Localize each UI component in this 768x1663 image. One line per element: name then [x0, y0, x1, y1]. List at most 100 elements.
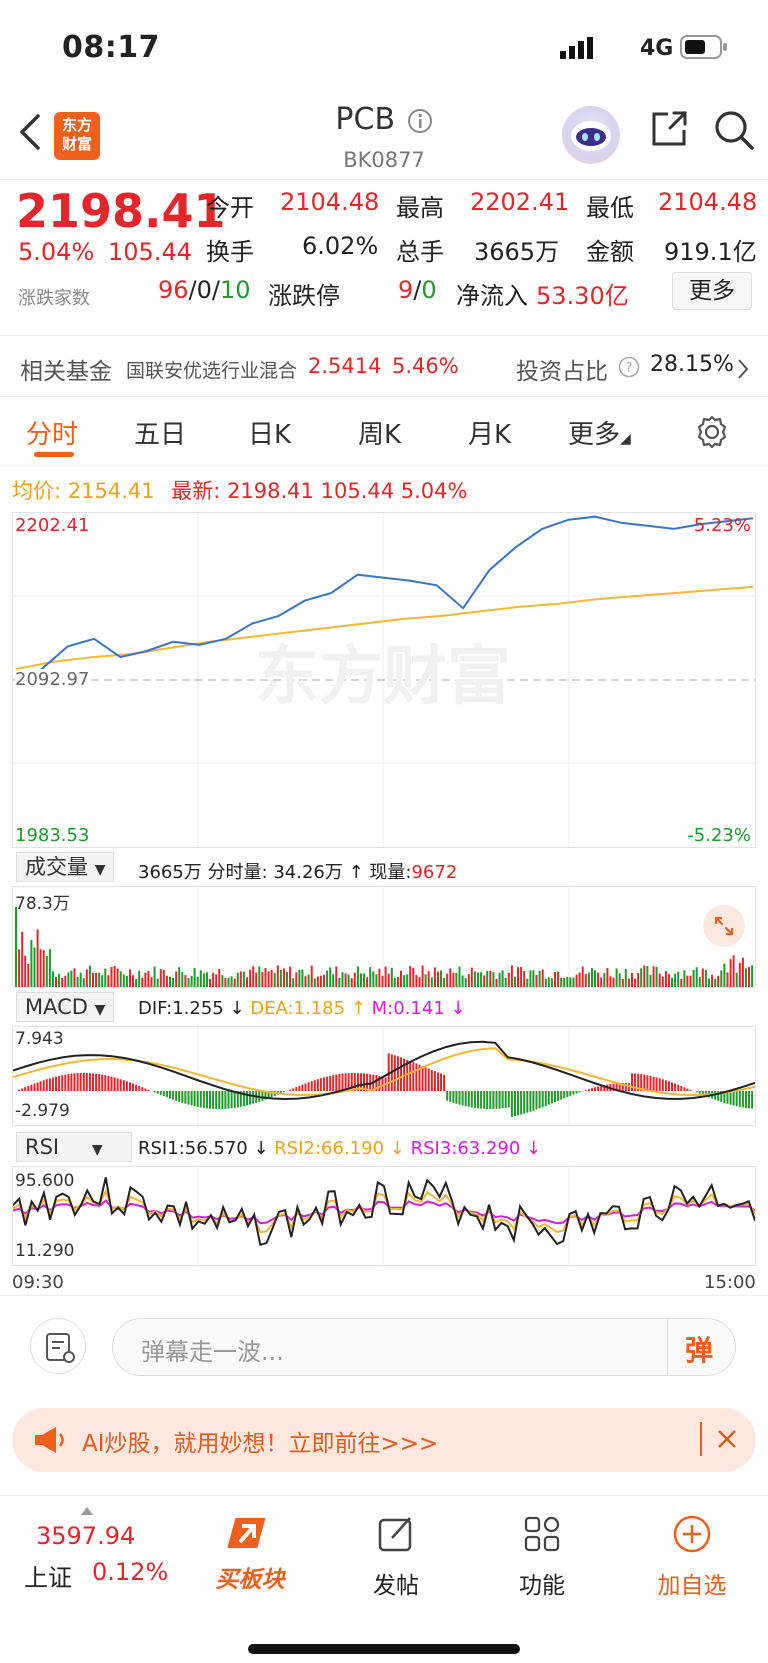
- danmu-list-button[interactable]: [30, 1318, 86, 1374]
- info-icon[interactable]: [407, 108, 433, 134]
- volume-bar: [85, 969, 88, 987]
- rsi-max-label: 95.600: [15, 1171, 75, 1191]
- nav-post[interactable]: 发帖: [336, 1514, 456, 1600]
- volume-bar: [403, 975, 406, 987]
- macd-bar: [689, 1089, 692, 1091]
- ai-assistant-avatar[interactable]: [562, 106, 620, 164]
- macd-bar: [356, 1073, 359, 1091]
- status-bar: 08:17 4G: [0, 0, 768, 92]
- high-label: 最高: [396, 194, 444, 222]
- macd-bar: [48, 1078, 51, 1091]
- search-icon[interactable]: [712, 108, 756, 152]
- volume-bar: [507, 972, 510, 987]
- status-time: 08:17: [62, 30, 160, 65]
- danmu-toggle[interactable]: 弹: [685, 1334, 714, 1367]
- back-icon[interactable]: [18, 112, 42, 152]
- volume-bar: [169, 976, 171, 987]
- volume-bar: [464, 978, 467, 987]
- macd-bar: [165, 1091, 168, 1098]
- tab-monthly-k[interactable]: 月K: [468, 420, 512, 450]
- macd-bar: [751, 1091, 754, 1109]
- macd-bar: [634, 1073, 637, 1091]
- indicator-select-volume[interactable]: 成交量 ▼: [16, 852, 115, 882]
- volume-bar: [190, 975, 193, 987]
- volume-bar: [735, 972, 738, 987]
- breadth-label: 涨跌家数: [18, 288, 90, 309]
- settings-icon[interactable]: [694, 414, 730, 450]
- volume-bar: [384, 966, 387, 987]
- volume-bar: [393, 977, 396, 987]
- ai-promo-banner[interactable]: AI炒股，就用妙想！立即前往>>>: [12, 1408, 756, 1472]
- tab-more[interactable]: 更多◢: [568, 420, 631, 450]
- volume-bar: [104, 968, 107, 987]
- volume-bar: [501, 970, 504, 987]
- macd-bar: [292, 1088, 295, 1091]
- volume-bar: [30, 940, 33, 987]
- volume-bar: [477, 972, 479, 987]
- rsi-chart[interactable]: 95.600 11.290: [12, 1166, 756, 1266]
- macd-bar: [649, 1075, 652, 1091]
- app-logo[interactable]: 东方财富: [54, 112, 100, 160]
- macd-bar: [433, 1071, 436, 1091]
- volume-bar: [649, 974, 652, 987]
- watermark: 东方财富: [255, 640, 511, 714]
- nav-buy-sector[interactable]: 买板块: [190, 1514, 310, 1594]
- volume-bar: [732, 955, 735, 987]
- close-icon[interactable]: [716, 1428, 738, 1450]
- volume-bar: [541, 969, 544, 987]
- macd-chart[interactable]: 7.943 -2.979: [12, 1026, 756, 1126]
- volume-bar: [116, 968, 119, 987]
- latest-pct: 5.04%: [400, 479, 468, 503]
- tab-intraday[interactable]: 分时: [26, 420, 79, 450]
- related-fund-bar[interactable]: 相关基金 国联安优选行业混合 2.5414 5.46% 投资占比 ? 28.15…: [0, 335, 768, 397]
- volume-chart[interactable]: 78.3万: [12, 886, 756, 988]
- macd-bar: [652, 1076, 655, 1091]
- volume-bar: [723, 963, 726, 987]
- macd-bar: [261, 1091, 264, 1101]
- macd-bar: [239, 1091, 242, 1107]
- volume-bar: [415, 975, 418, 987]
- macd-bar: [159, 1091, 162, 1095]
- volume-bar: [329, 967, 332, 987]
- volume-bar: [141, 977, 144, 987]
- macd-min-label: -2.979: [15, 1101, 70, 1121]
- macd-bar: [544, 1091, 547, 1106]
- volume-bar: [196, 976, 199, 987]
- macd-bar: [153, 1091, 156, 1093]
- volume-bar: [720, 970, 723, 987]
- tab-five-day[interactable]: 五日: [134, 420, 187, 450]
- help-icon[interactable]: ?: [618, 356, 640, 378]
- rsi-line: [13, 1188, 755, 1234]
- macd-bar: [640, 1074, 643, 1091]
- volume-bar: [283, 968, 285, 987]
- volume-bar: [88, 965, 91, 987]
- volume-bar: [452, 972, 455, 987]
- macd-bar: [319, 1078, 322, 1091]
- macd-bar: [745, 1091, 747, 1108]
- more-button[interactable]: 更多: [672, 272, 752, 310]
- volume-bar: [42, 950, 45, 987]
- macd-bar: [427, 1068, 430, 1091]
- rsi-canvas: [13, 1167, 755, 1265]
- nav-add-watchlist[interactable]: 加自选: [632, 1514, 752, 1600]
- volume-bar: [313, 978, 316, 987]
- tab-weekly-k[interactable]: 周K: [358, 420, 402, 450]
- volume-bar: [153, 966, 156, 987]
- expand-button[interactable]: [703, 905, 745, 947]
- nav-functions[interactable]: 功能: [482, 1514, 602, 1600]
- share-icon[interactable]: [648, 108, 690, 150]
- intraday-price-chart[interactable]: 东方财富 2202.41 2092.97 1983.53 5.23% -5.23…: [12, 512, 756, 848]
- tab-daily-k[interactable]: 日K: [248, 420, 292, 450]
- macd-bar: [603, 1085, 606, 1091]
- index-ticker[interactable]: 3597.94 上证 0.12%: [0, 1496, 175, 1606]
- macd-bar: [363, 1073, 365, 1091]
- volume-bar: [526, 978, 529, 987]
- danmu-input[interactable]: 弹幕走一波... 弹: [112, 1318, 736, 1376]
- macd-bar: [79, 1073, 82, 1091]
- volume-bar: [495, 979, 498, 987]
- volume-bar: [289, 966, 292, 987]
- macd-bar: [42, 1080, 45, 1091]
- indicator-select-macd[interactable]: MACD ▼: [16, 992, 115, 1022]
- banner-text: AI炒股，就用妙想！立即前往>>>: [82, 1431, 439, 1457]
- indicator-select-rsi[interactable]: RSI ▼: [16, 1132, 132, 1162]
